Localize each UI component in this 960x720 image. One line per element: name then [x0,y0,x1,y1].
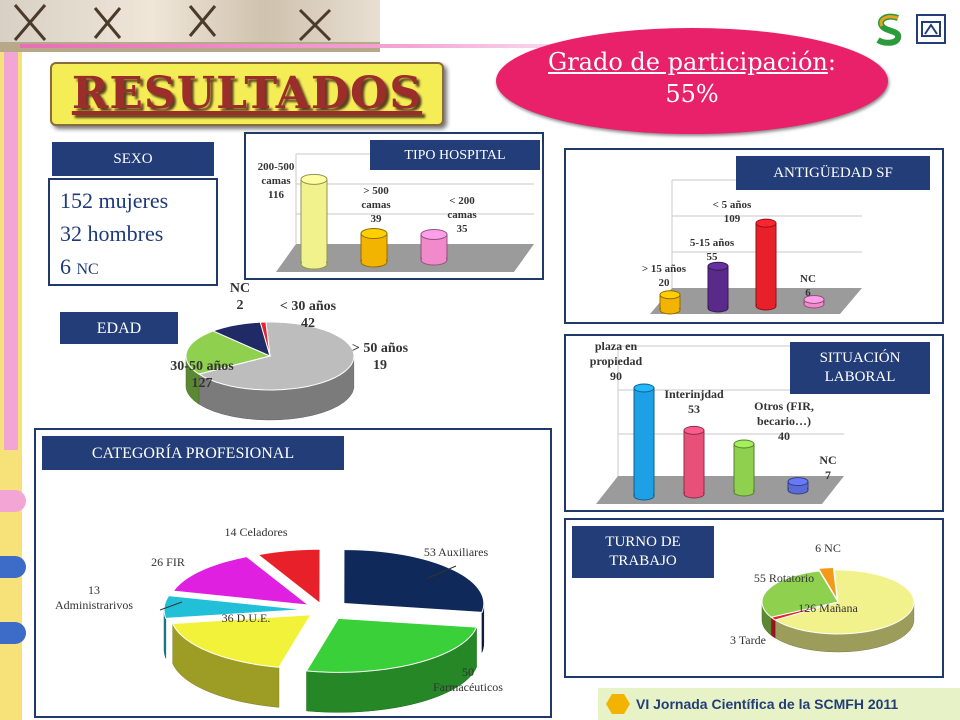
participation-badge: Grado de participación: 55% [496,28,888,134]
data-label-200-500 camas: 200-500 camas 116 [258,161,295,201]
data-label-NC: NC 7 [819,453,836,482]
bar-< 5 años [755,218,777,311]
edad-label: EDAD [60,312,178,344]
categoria-pie-chart: 53 Auxiliares 50 Farmacéuticos 36 D.U.E. 13 A… [55,525,503,713]
sexo-line-women: 152 mujeres [50,184,216,217]
page-title: RESULTADOS [71,68,423,119]
categoria-label: CATEGORÍA PROFESIONAL [42,436,344,470]
bar-< 200 camas [420,228,448,266]
participation-value: 55% [665,80,719,108]
slice-Farmacéuticos [305,617,478,673]
participation-colon: : [827,48,836,76]
bar-5-15 años [707,261,729,313]
data-label-5-15 años: 5-15 años 55 [690,237,735,263]
slice-Administrarivos [163,595,305,619]
bar-200-500 camas [300,173,328,270]
data-label-Celadores: 14 Celadores [225,525,288,539]
data-label-FIR: 26 FIR [151,555,185,569]
footer-text: VI Jornada Científica de la SCMFH 2011 [636,696,899,712]
data-label-> 500 camas: > 500 camas 39 [361,185,391,225]
data-label-Interinjdad: Interinjdad 53 [664,387,724,416]
bar-Otros (FIR, becario…) [733,439,755,497]
slice-Tarde [770,601,839,621]
data-label-plaza en propiedad: plaza en propiedad 90 [590,339,643,383]
data-label-< 30 años: < 30 años 42 [280,299,337,331]
slice-> 50 años [211,321,271,357]
bar-NC [787,477,809,495]
nc-text: NC [76,261,99,278]
slice-NC [817,567,838,600]
header-divider [20,44,670,48]
chart-floor [596,476,844,504]
s-logo-icon [876,13,902,46]
hexagon-icon [606,694,630,714]
bar-Interinjdad [683,425,705,499]
sexo-label: SEXO [52,142,214,176]
antiguedad-label: ANTIGÜEDAD SF [736,156,930,190]
results-title-box: RESULTADOS [50,62,444,126]
antiguedad-chart: > 15 años 205-15 años 55 < 5 años 109 NC 6 [642,179,862,315]
institution-logo-icon [916,14,946,44]
data-label-Otros (FIR, becario…): Otros (FIR, becario…) 40 [754,399,814,443]
situacion-panel: plaza en propiedad 90 Interinjdad 53 Otros (F… [564,334,944,512]
categoria-panel: 53 Auxiliares 50 Farmacéuticos 36 D.U.E. 13 A… [34,428,552,718]
slice-side-Tarde [770,616,776,639]
tipo-hospital-chart: 200-500 camas 116 > 500 camas 39 < 200 camas 35 [258,153,534,272]
slice-Celadores [256,548,321,605]
sexo-panel: 152 mujeres 32 hombres 6 NC [48,178,218,286]
data-label-Administrarivos: 13 Administrarivos [55,583,133,612]
nc-count: 6 [60,254,71,279]
data-label-Farmacéuticos: 50 Farmacéuticos [433,665,503,694]
side-tab-pink [0,490,26,512]
data-label-Mañana: 126 Mañana [798,601,858,615]
leader-line [159,601,183,611]
participation-label: Grado de participación: [496,48,888,76]
women-text: mujeres [98,188,169,213]
turno-panel: 126 Mañana 3 Tarde 55 Rotatorio 6 NC [564,518,944,678]
slice-FIR [172,556,311,606]
bar-NC [803,294,825,309]
sexo-line-men: 32 hombres [50,217,216,250]
turno-label: TURNO DE TRABAJO [572,526,714,578]
side-tab-blue [0,556,26,578]
data-label-< 5 años: < 5 años 109 [713,199,752,225]
bar-plaza en propiedad [633,383,655,501]
turno-pie-chart: 126 Mañana 3 Tarde 55 Rotatorio 6 NC [730,541,915,653]
footer-bar: VI Jornada Científica de la SCMFH 2011 [598,688,960,720]
slice-Rotatorio [761,570,839,618]
data-label-Tarde: 3 Tarde [730,633,766,647]
bar-> 500 camas [360,228,388,268]
slice-Mañana [773,569,915,635]
situacion-label: SITUACIÓN LABORAL [790,342,930,394]
slice-< 30 años [185,330,272,375]
data-label-NC: 6 NC [815,541,841,555]
edad-pie-chart: 30-50 años 127 < 30 años 42 > 50 años 19 NC 2 [170,281,409,421]
data-label-> 15 años: > 15 años 20 [642,263,687,289]
participation-label-text: Grado de participación [548,48,828,76]
data-label-NC: NC 2 [230,281,250,313]
slice-30-50 años [197,321,355,391]
data-label-< 200 camas: < 200 camas 35 [447,195,477,235]
leader-line [427,565,457,579]
data-label-> 50 años: > 50 años 19 [352,341,409,373]
slice-D.U.E. [171,614,312,668]
women-count: 152 [60,188,93,213]
data-label-Auxiliares: 53 Auxiliares [424,545,489,559]
bar-> 15 años [659,290,681,315]
chart-floor [276,244,534,272]
side-tab-blue [0,622,26,644]
data-label-NC: NC 6 [800,273,816,299]
data-label-Rotatorio: 55 Rotatorio [754,571,814,585]
men-text: hombres [87,221,164,246]
left-pink-stripe [4,0,18,450]
data-label-D.U.E.: 36 D.U.E. [222,611,271,625]
slice-NC [259,321,271,357]
data-label-30-50 años: 30-50 años 127 [170,359,234,391]
situacion-chart: plaza en propiedad 90 Interinjdad 53 Otros (F… [590,339,844,504]
tipo-hospital-label: TIPO HOSPITAL [370,140,540,170]
men-count: 32 [60,221,82,246]
sexo-line-nc: 6 NC [50,250,216,286]
